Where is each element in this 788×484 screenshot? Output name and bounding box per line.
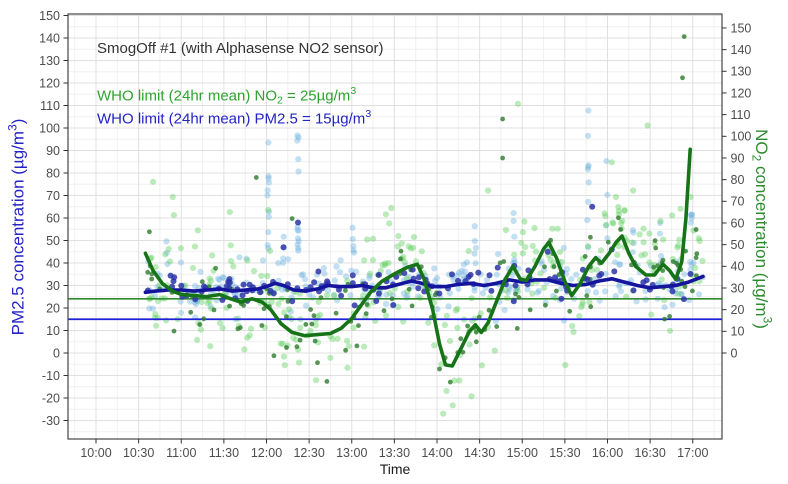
who-pm25-annotation: WHO limit (24hr mean) PM2.5 = 15µg/m3 (97, 108, 372, 128)
no2-raw-points (146, 100, 706, 417)
reference-lines (68, 297, 722, 321)
grid-minor (68, 14, 722, 439)
svg-text:16:30: 16:30 (634, 446, 665, 460)
svg-text:60: 60 (731, 216, 745, 230)
x-axis-title: Time (379, 461, 411, 477)
svg-text:15:00: 15:00 (507, 446, 538, 460)
svg-text:100: 100 (39, 121, 60, 135)
svg-text:-30: -30 (42, 414, 60, 428)
svg-text:140: 140 (731, 43, 752, 57)
svg-text:140: 140 (39, 31, 60, 45)
svg-text:110: 110 (731, 108, 751, 122)
svg-text:12:00: 12:00 (251, 446, 282, 460)
svg-text:50: 50 (46, 234, 60, 248)
svg-text:13:00: 13:00 (336, 446, 367, 460)
svg-text:0: 0 (53, 346, 60, 360)
svg-text:12:30: 12:30 (293, 446, 324, 460)
svg-text:10: 10 (46, 324, 60, 338)
svg-text:70: 70 (731, 195, 745, 209)
svg-text:130: 130 (731, 65, 752, 79)
svg-text:0: 0 (731, 346, 738, 360)
panel-border (67, 13, 723, 440)
svg-text:120: 120 (39, 76, 60, 90)
no2-mean-line (143, 147, 693, 368)
chart-title: SmogOff #1 (with Alphasense NO2 sensor) (97, 40, 384, 57)
svg-text:10: 10 (731, 325, 745, 339)
axis-ticks (63, 15, 727, 444)
svg-text:80: 80 (731, 173, 745, 187)
svg-text:13:30: 13:30 (379, 446, 410, 460)
svg-text:-10: -10 (42, 369, 60, 383)
svg-text:20: 20 (46, 301, 60, 315)
svg-text:80: 80 (46, 166, 60, 180)
svg-text:120: 120 (731, 86, 752, 100)
svg-text:15:30: 15:30 (549, 446, 580, 460)
svg-text:30: 30 (731, 281, 745, 295)
svg-text:50: 50 (731, 238, 745, 252)
svg-text:150: 150 (731, 21, 752, 35)
svg-text:17:00: 17:00 (677, 446, 708, 460)
svg-text:90: 90 (46, 144, 60, 158)
svg-text:150: 150 (39, 9, 60, 23)
svg-text:90: 90 (731, 151, 745, 165)
svg-text:100: 100 (731, 130, 752, 144)
left-axis-title: PM2.5 concentration (µg/m3) (5, 118, 28, 336)
pm25-mean-line (143, 274, 705, 295)
axis-tick-labels: -30-20-100102030405060708090100110120130… (39, 9, 751, 460)
svg-text:40: 40 (46, 256, 60, 270)
svg-text:16:00: 16:00 (592, 446, 623, 460)
svg-text:60: 60 (46, 211, 60, 225)
grid-major (68, 14, 722, 439)
svg-text:10:00: 10:00 (80, 446, 111, 460)
svg-text:30: 30 (46, 279, 60, 293)
right-axis-title: NO2 concentration (µg/m3) (749, 129, 775, 329)
svg-text:10:30: 10:30 (123, 446, 154, 460)
svg-text:14:00: 14:00 (421, 446, 452, 460)
svg-text:110: 110 (40, 99, 60, 113)
svg-text:-20: -20 (42, 391, 60, 405)
svg-text:40: 40 (731, 260, 745, 274)
svg-text:70: 70 (46, 189, 60, 203)
svg-text:14:30: 14:30 (464, 446, 495, 460)
svg-text:20: 20 (731, 303, 745, 317)
svg-text:130: 130 (39, 54, 60, 68)
svg-text:11:00: 11:00 (166, 446, 196, 460)
who-no2-annotation: WHO limit (24hr mean) NO2 = 25µg/m3 (97, 85, 357, 107)
svg-text:11:30: 11:30 (209, 446, 239, 460)
